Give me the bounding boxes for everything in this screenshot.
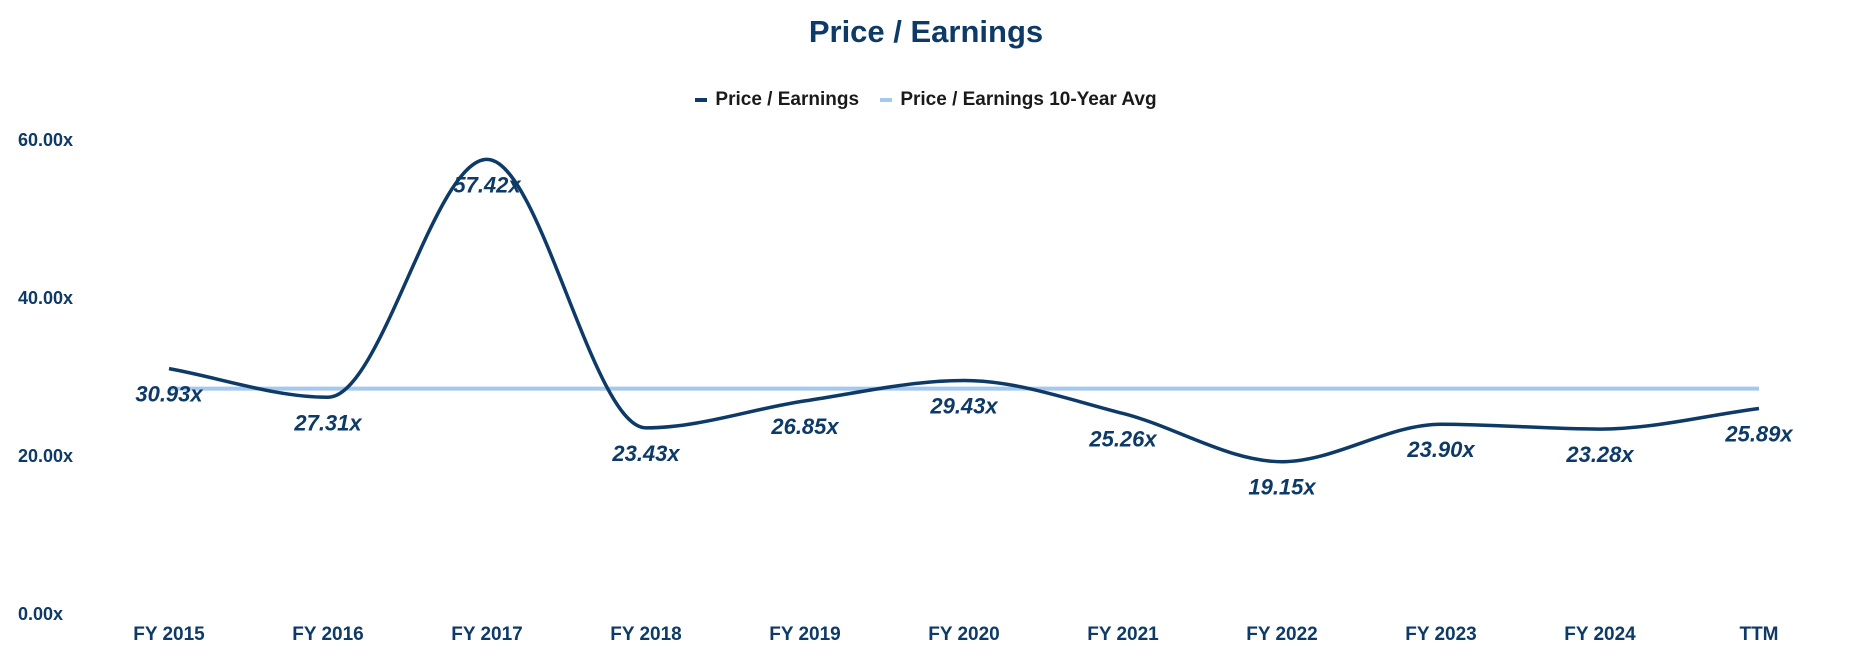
- data-label: 25.26x: [1088, 426, 1157, 451]
- data-label: 23.28x: [1565, 442, 1634, 467]
- chart-title: Price / Earnings: [808, 14, 1044, 49]
- data-label: 23.90x: [1406, 437, 1475, 462]
- legend-item-pe-avg: Price / Earnings 10-Year Avg: [880, 89, 1157, 111]
- x-tick-label: FY 2022: [1246, 624, 1317, 645]
- x-tick-label: FY 2018: [610, 624, 681, 645]
- x-tick-label: FY 2024: [1564, 624, 1636, 645]
- data-label: 26.85x: [770, 414, 839, 439]
- legend-swatch-pe: [695, 98, 708, 102]
- y-tick-label: 0.00x: [18, 604, 63, 624]
- data-label: 23.43x: [611, 441, 680, 466]
- legend-item-pe: Price / Earnings: [695, 89, 859, 111]
- legend-swatch-pe-avg: [880, 98, 893, 102]
- y-tick-label: 40.00x: [18, 288, 73, 308]
- y-tick-label: 60.00x: [18, 130, 73, 150]
- data-label: 30.93x: [135, 382, 203, 407]
- x-tick-label: FY 2015: [133, 624, 205, 645]
- y-tick-label: 20.00x: [18, 446, 73, 466]
- series-line-pe: [168, 157, 1760, 464]
- x-tick-label: TTM: [1739, 624, 1778, 645]
- x-tick-label: FY 2020: [928, 624, 999, 645]
- x-tick-label: FY 2017: [451, 624, 522, 645]
- legend: Price / Earnings Price / Earnings 10-Yea…: [0, 86, 1852, 111]
- data-label: 57.42x: [453, 172, 521, 197]
- data-label: 19.15x: [1248, 475, 1316, 500]
- x-tick-label: FY 2016: [292, 624, 363, 645]
- data-label: 29.43x: [929, 394, 998, 419]
- x-tick-label: FY 2021: [1087, 624, 1159, 645]
- data-label: 25.89x: [1724, 421, 1793, 446]
- x-tick-label: FY 2019: [769, 624, 840, 645]
- data-label: 27.31x: [293, 410, 362, 435]
- legend-label-pe: Price / Earnings: [715, 89, 860, 110]
- x-tick-label: FY 2023: [1405, 624, 1476, 645]
- legend-label-pe-avg: Price / Earnings 10-Year Avg: [900, 89, 1157, 110]
